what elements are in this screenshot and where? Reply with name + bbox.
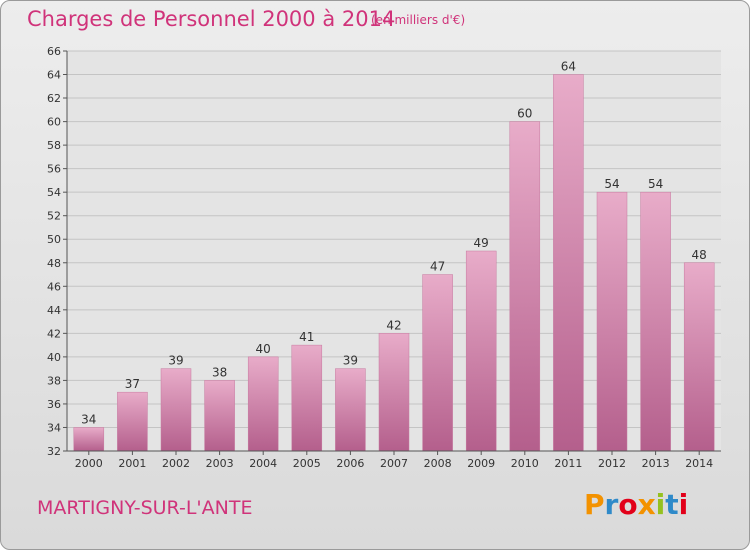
data-labels: 34 37 39 38 40 41 39 42 47 49 60 64 54 54 48 [81,60,707,427]
bar-2011 [553,74,584,452]
x-tick-label: 2014 [685,457,713,470]
y-tick-label: 36 [47,398,61,411]
data-label: 40 [256,342,271,356]
y-tick-label: 64 [47,69,61,82]
data-label: 39 [168,354,183,368]
bars [73,74,715,452]
data-label: 54 [648,177,663,191]
data-label: 42 [386,318,401,332]
y-tick-label: 50 [47,233,61,246]
logo-letter: P [584,488,605,521]
bar-2012 [596,191,628,452]
bar-2005 [291,344,323,452]
proxiti-logo: Proxiti [584,488,688,521]
x-tick-label: 2004 [249,457,277,470]
x-tick-label: 2008 [424,457,452,470]
data-label: 37 [125,377,140,391]
y-tick-label: 42 [47,327,61,340]
y-tick-label: 48 [47,257,61,270]
bar-2010 [509,121,541,452]
y-tick-label: 46 [47,280,61,293]
data-label: 60 [517,107,532,121]
y-tick-label: 62 [47,92,61,105]
bar-2002 [160,368,192,452]
y-tick-label: 60 [47,116,61,129]
data-label: 64 [561,60,576,74]
logo-letter: o [618,488,638,521]
x-tick-label: 2003 [206,457,234,470]
data-label: 41 [299,330,314,344]
x-tick-label: 2011 [554,457,582,470]
logo-letter: t [665,488,679,521]
y-tick-label: 32 [47,445,61,458]
data-label: 48 [692,248,707,262]
logo-letter: x [637,488,656,521]
data-label: 49 [474,236,489,250]
y-tick-label: 34 [47,421,61,434]
bar-2008 [422,274,453,452]
x-tick-label: 2009 [467,457,495,470]
data-label: 34 [81,412,96,426]
x-tick-label: 2006 [336,457,364,470]
chart-subtitle: (en milliers d'€) [371,13,466,27]
bar-2007 [378,333,410,452]
bar-2014 [683,262,715,452]
bar-2003 [204,380,235,452]
bar-2006 [335,368,366,452]
bar-2000 [73,427,105,452]
y-tick-label: 44 [47,304,61,317]
x-tick-label: 2007 [380,457,408,470]
bar-2009 [465,250,497,452]
x-tick-label: 2005 [293,457,321,470]
logo-letter: r [604,488,619,521]
data-label: 54 [604,177,619,191]
bar-2004 [247,356,279,452]
y-tick-label: 38 [47,374,61,387]
y-tick-label: 40 [47,351,61,364]
x-tick-label: 2010 [511,457,539,470]
x-tick-label: 2013 [642,457,670,470]
x-tick-label: 2000 [75,457,103,470]
logo-letter: i [655,488,666,521]
data-label: 47 [430,260,445,274]
y-tick-label: 56 [47,163,61,176]
city-name: MARTIGNY-SUR-L'ANTE [37,497,253,519]
bar-2013 [640,191,671,452]
y-tick-label: 52 [47,210,61,223]
logo-letter: i [678,488,689,521]
data-label: 38 [212,365,227,379]
axes: 32 34 36 38 40 42 44 46 48 50 52 54 56 58 60 62 64 66 2000… [47,45,721,470]
y-tick-label: 66 [47,45,61,58]
y-tick-label: 58 [47,139,61,152]
y-tick-label: 54 [47,186,61,199]
chart-title: Charges de Personnel 2000 à 2014 [27,7,396,31]
x-tick-label: 2001 [118,457,146,470]
x-tick-label: 2012 [598,457,626,470]
data-label: 39 [343,354,358,368]
x-tick-label: 2002 [162,457,190,470]
bar-2001 [117,391,148,452]
